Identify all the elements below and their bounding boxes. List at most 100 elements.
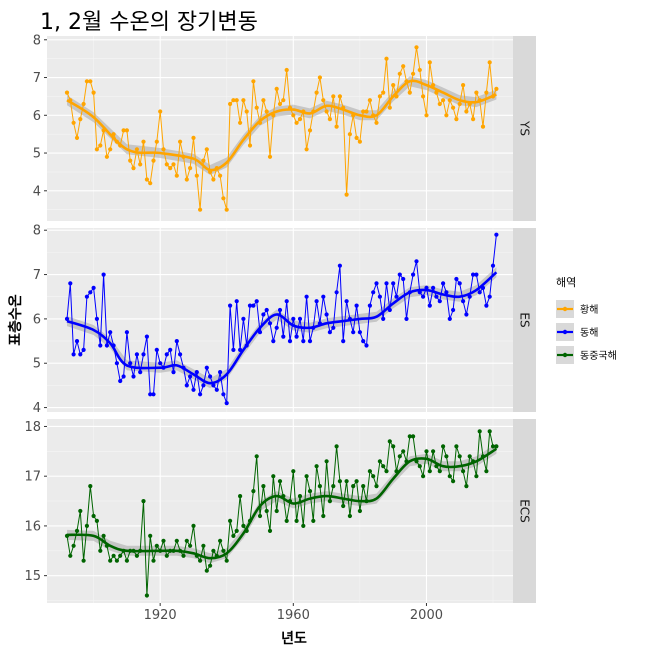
data-point xyxy=(174,538,179,543)
legend-title: 해역 xyxy=(556,275,576,289)
data-point xyxy=(321,98,326,103)
data-point xyxy=(404,459,409,464)
data-point xyxy=(194,173,199,178)
data-point xyxy=(114,558,119,563)
data-point xyxy=(391,444,396,449)
data-point xyxy=(421,94,426,99)
data-point xyxy=(108,558,113,563)
data-point xyxy=(367,98,372,103)
data-point xyxy=(364,499,369,504)
data-point xyxy=(254,454,259,459)
panel-ecs: 15 16 17 18 ECS xyxy=(24,419,536,603)
data-point xyxy=(251,303,256,308)
data-point xyxy=(351,113,356,118)
data-point xyxy=(74,135,80,140)
data-point xyxy=(214,387,219,392)
data-point xyxy=(154,543,159,548)
data-point xyxy=(357,508,362,514)
legend-item: 동해 xyxy=(556,323,598,341)
data-point xyxy=(241,523,246,529)
data-point xyxy=(311,518,316,524)
data-point xyxy=(128,361,133,366)
data-point xyxy=(257,513,263,519)
data-point xyxy=(441,281,446,286)
data-point xyxy=(391,83,396,88)
data-point xyxy=(267,154,273,159)
data-point xyxy=(324,109,329,114)
data-point xyxy=(474,272,479,277)
data-point xyxy=(178,352,183,357)
y-tick-label: 8 xyxy=(33,224,41,239)
data-point xyxy=(141,139,146,144)
data-point xyxy=(128,158,133,163)
data-point xyxy=(114,361,119,366)
data-point xyxy=(480,285,486,290)
legend-item: 동중국해 xyxy=(556,346,617,364)
data-point xyxy=(427,469,432,474)
x-tick-label: 1960 xyxy=(277,608,310,623)
y-tick-label: 16 xyxy=(24,519,41,534)
data-point xyxy=(94,316,99,321)
data-point xyxy=(444,290,449,295)
data-point xyxy=(384,469,389,474)
data-point xyxy=(247,518,253,524)
data-point xyxy=(84,294,89,299)
data-point xyxy=(64,90,70,95)
data-point xyxy=(154,139,159,144)
data-point xyxy=(284,518,289,524)
data-point xyxy=(71,543,76,548)
data-point xyxy=(484,469,489,474)
data-point xyxy=(337,94,342,99)
data-point xyxy=(98,343,103,348)
y-tick-label: 5 xyxy=(33,357,41,372)
panel-background xyxy=(47,419,513,603)
data-point xyxy=(244,109,249,114)
data-point xyxy=(148,533,153,539)
data-point xyxy=(191,135,196,140)
data-point xyxy=(424,285,429,290)
data-point xyxy=(454,444,459,449)
facet-strip xyxy=(513,228,536,412)
data-point xyxy=(181,365,186,370)
data-point xyxy=(178,139,183,144)
data-point xyxy=(194,553,199,558)
data-point xyxy=(271,339,276,344)
data-point xyxy=(144,177,149,182)
data-point xyxy=(277,101,283,107)
data-point xyxy=(480,124,486,129)
data-point xyxy=(401,449,406,454)
data-point xyxy=(134,147,139,152)
data-point xyxy=(307,339,313,344)
data-point xyxy=(294,334,299,339)
data-point xyxy=(108,147,113,152)
data-point xyxy=(444,454,449,459)
series-line xyxy=(66,234,497,404)
data-point xyxy=(301,339,306,344)
data-point xyxy=(261,484,266,489)
data-point xyxy=(138,548,143,553)
data-point xyxy=(331,484,336,489)
data-point xyxy=(301,523,306,529)
data-point xyxy=(334,444,339,449)
data-point xyxy=(311,109,316,114)
data-point xyxy=(407,434,412,439)
data-point xyxy=(257,330,263,335)
data-point xyxy=(118,143,123,148)
data-point xyxy=(241,316,246,321)
data-point xyxy=(124,558,129,563)
data-point xyxy=(68,98,73,103)
data-point xyxy=(490,444,496,449)
data-point xyxy=(361,339,366,344)
data-point xyxy=(494,86,499,91)
data-point xyxy=(91,285,96,290)
data-point xyxy=(171,548,176,553)
data-point xyxy=(134,553,139,558)
data-point xyxy=(104,154,109,159)
data-point xyxy=(68,281,73,286)
data-point xyxy=(477,429,482,434)
data-point xyxy=(204,147,209,152)
data-point xyxy=(171,370,176,375)
data-point xyxy=(271,474,276,479)
panel-ys: 4 5 6 7 8 YS xyxy=(33,33,536,221)
